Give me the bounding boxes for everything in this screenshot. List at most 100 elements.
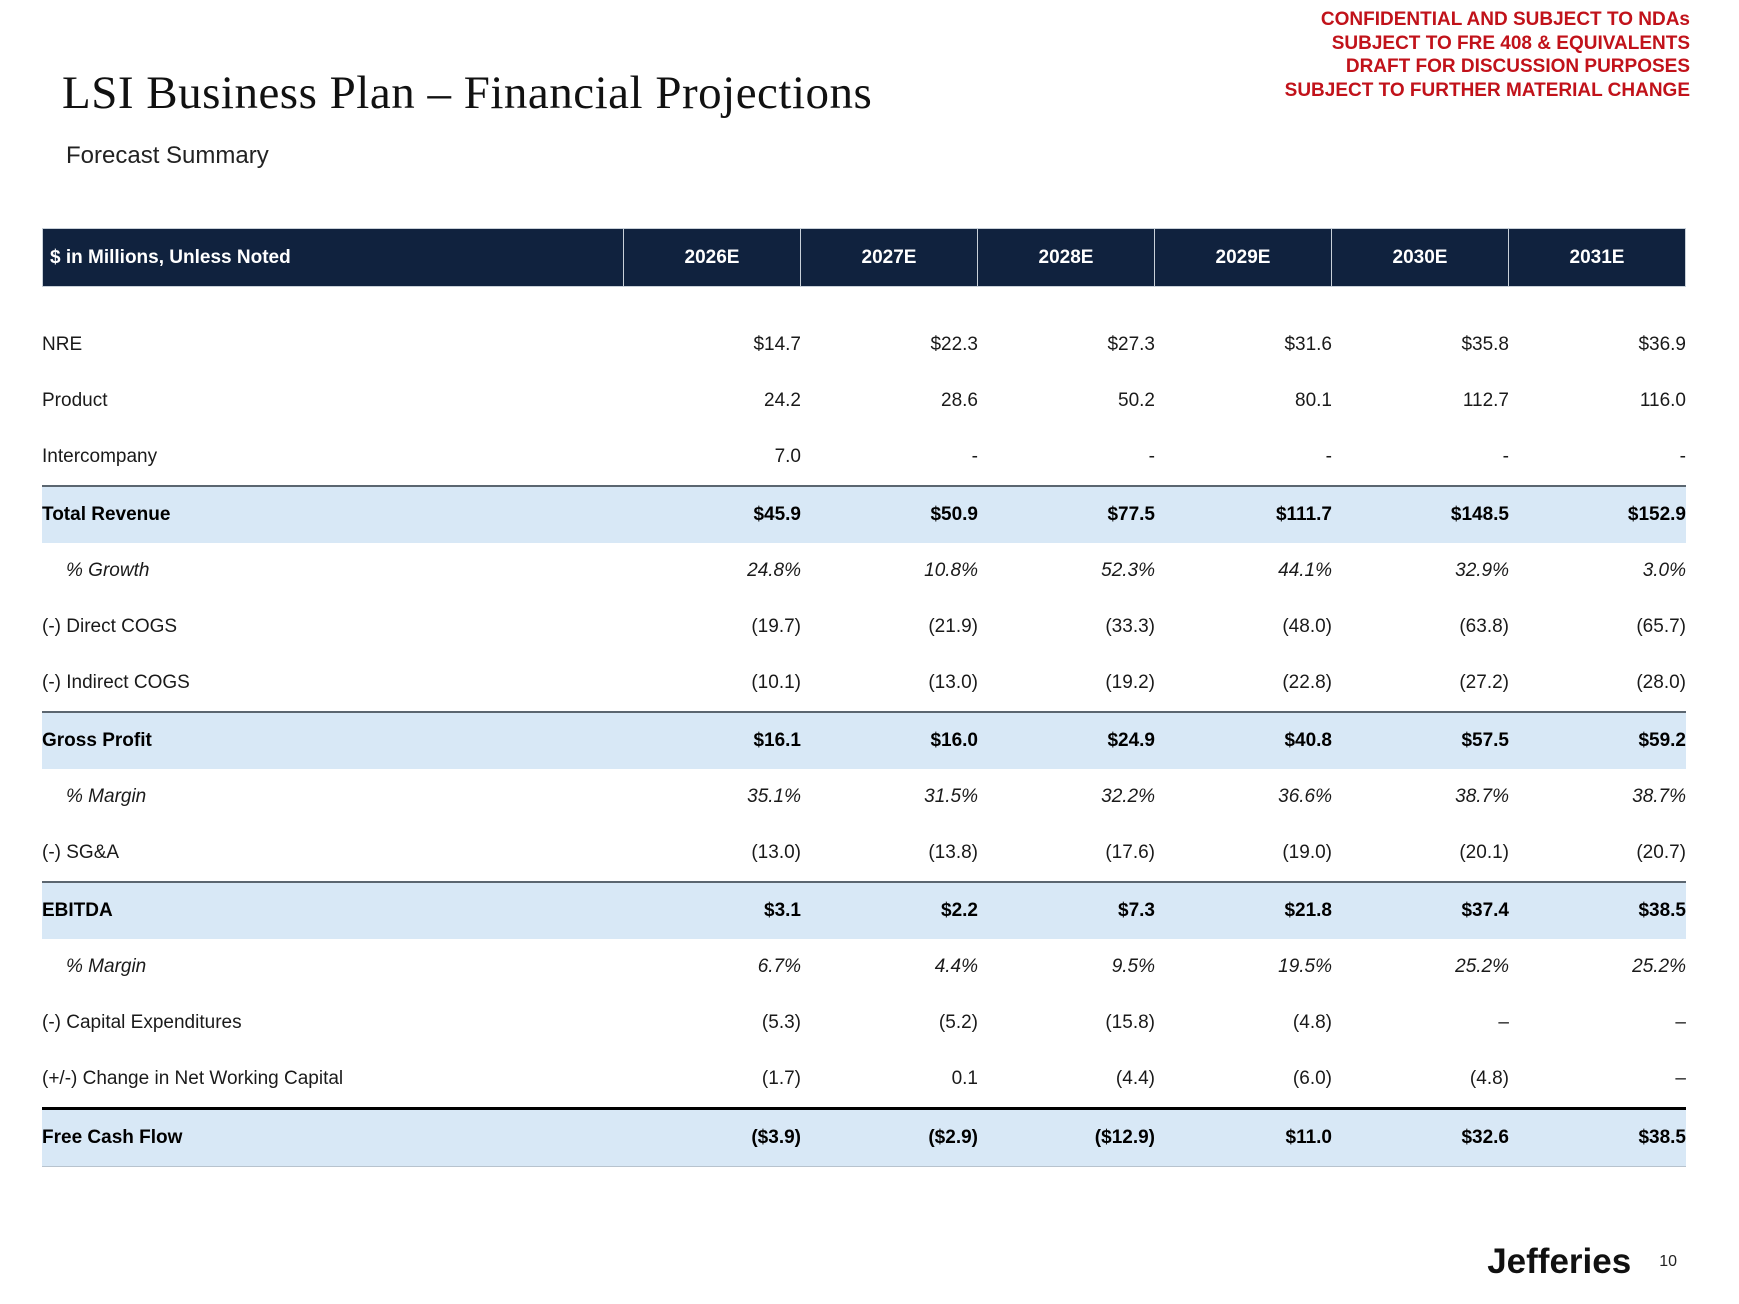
row-value: – (1675, 1012, 1686, 1033)
page-subtitle: Forecast Summary (66, 142, 269, 169)
table-row: Product 24.2 28.6 50.2 80.1 112.7 116.0 (42, 373, 1686, 429)
row-value: $16.1 (624, 711, 801, 769)
row-value: $27.3 (1107, 334, 1155, 355)
row-value: 19.5% (1278, 956, 1332, 977)
year-column-header: 2027E (801, 228, 978, 287)
header-row: $ in Millions, Unless Noted 2026E 2027E 20… (42, 228, 1686, 287)
row-value: 3.0% (1642, 560, 1686, 581)
row-value: 10.8% (924, 560, 978, 581)
year-column-header: 2030E (1332, 228, 1509, 287)
footer: Jefferies 10 (1487, 1242, 1677, 1282)
row-value: (19.0) (1282, 842, 1332, 863)
row-value: 9.5% (1111, 956, 1155, 977)
row-value: 4.4% (934, 956, 978, 977)
row-label: Product (42, 390, 108, 411)
disclaimer-line: DRAFT FOR DISCUSSION PURPOSES (1345, 56, 1690, 77)
row-value: (20.7) (1636, 842, 1686, 863)
row-value: 38.7% (1632, 786, 1686, 807)
row-value: 32.9% (1455, 560, 1509, 581)
table-row: (-) Indirect COGS (10.1) (13.0) (19.2) (22.8… (42, 655, 1686, 711)
row-value: 24.8% (747, 560, 801, 581)
table-row: EBITDA $3.1 $2.2 $7.3 $21.8 $37.4 $38.5 (42, 881, 1686, 939)
row-value: 80.1 (1295, 390, 1332, 411)
row-value: - (1679, 446, 1686, 467)
disclaimer-line: SUBJECT TO FRE 408 & EQUIVALENTS (1331, 32, 1690, 54)
row-value: (6.0) (1292, 1068, 1332, 1089)
row-value: 50.2 (1118, 390, 1155, 411)
forecast-table-header: $ in Millions, Unless Noted 2026E 2027E 20… (42, 228, 1686, 287)
row-value: $7.3 (978, 881, 1155, 939)
row-value: 44.1% (1278, 560, 1332, 581)
row-value: (1.7) (761, 1068, 801, 1089)
table-row: (-) Direct COGS (19.7) (21.9) (33.3) (48.0) (… (42, 599, 1686, 655)
row-value: $77.5 (978, 485, 1155, 543)
row-label: (-) Direct COGS (42, 616, 178, 637)
table-row: % Growth 24.8% 10.8% 52.3% 44.1% 32.9% 3.0% (42, 543, 1686, 599)
row-value: (22.8) (1282, 672, 1332, 693)
row-value: (19.7) (751, 616, 801, 637)
row-value: 0.1 (951, 1068, 978, 1089)
row-value: ($2.9) (801, 1107, 978, 1167)
table-row: Total Revenue $45.9 $50.9 $77.5 $111.7 $148.5… (42, 485, 1686, 543)
forecast-table-body: NRE $14.7 $22.3 $27.3 $31.6 $35.8 $36.9 Product… (42, 287, 1686, 1167)
table-row: Free Cash Flow ($3.9) ($2.9) ($12.9) $11.0 $3… (42, 1107, 1686, 1167)
row-value: $57.5 (1332, 711, 1509, 769)
row-value: (63.8) (1459, 616, 1509, 637)
year-column-header: 2028E (978, 228, 1155, 287)
table-row: NRE $14.7 $22.3 $27.3 $31.6 $35.8 $36.9 (42, 317, 1686, 373)
confidentiality-disclaimer: CONFIDENTIAL AND SUBJECT TO NDAs SUBJECT… (1285, 8, 1690, 102)
row-value: 25.2% (1632, 956, 1686, 977)
row-value: $148.5 (1332, 485, 1509, 543)
row-value: 38.7% (1455, 786, 1509, 807)
row-value: $22.3 (930, 334, 978, 355)
page-title: LSI Business Plan – Financial Projection… (62, 67, 873, 119)
row-value: 28.6 (941, 390, 978, 411)
row-value: - (1502, 446, 1509, 467)
row-value: $38.5 (1509, 881, 1686, 939)
row-value: (13.8) (928, 842, 978, 863)
row-value: (21.9) (928, 616, 978, 637)
table-row: % Margin 6.7% 4.4% 9.5% 19.5% 25.2% 25.2% (42, 939, 1686, 995)
row-value: ($12.9) (978, 1107, 1155, 1167)
row-label: % Growth (66, 560, 150, 581)
year-column-header: 2026E (624, 228, 801, 287)
row-value: $21.8 (1155, 881, 1332, 939)
row-label: NRE (42, 334, 83, 355)
row-label: Total Revenue (42, 485, 624, 543)
row-value: $31.6 (1284, 334, 1332, 355)
row-value: (10.1) (751, 672, 801, 693)
row-value: 32.2% (1101, 786, 1155, 807)
row-value: $152.9 (1509, 485, 1686, 543)
row-label: % Margin (66, 786, 147, 807)
row-label: Intercompany (42, 446, 158, 467)
row-value: – (1675, 1068, 1686, 1089)
row-value: – (1498, 1012, 1509, 1033)
row-value: $32.6 (1332, 1107, 1509, 1167)
row-value: $11.0 (1155, 1107, 1332, 1167)
row-value: $59.2 (1509, 711, 1686, 769)
row-value: $40.8 (1155, 711, 1332, 769)
disclaimer-line: SUBJECT TO FURTHER MATERIAL CHANGE (1284, 79, 1690, 101)
table-row: (-) SG&A (13.0) (13.8) (17.6) (19.0) (20.1) (2… (42, 825, 1686, 881)
row-label: (+/-) Change in Net Working Capital (42, 1068, 344, 1089)
row-value: (4.8) (1292, 1012, 1332, 1033)
row-value: $14.7 (753, 334, 801, 355)
spacer-row (42, 287, 1686, 317)
row-value: (65.7) (1636, 616, 1686, 637)
unit-label: $ in Millions, Unless Noted (42, 228, 624, 287)
row-label: (-) Capital Expenditures (42, 1012, 242, 1033)
table-row: % Margin 35.1% 31.5% 32.2% 36.6% 38.7% 38.7% (42, 769, 1686, 825)
row-value: $2.2 (801, 881, 978, 939)
row-value: 7.0 (774, 446, 801, 467)
row-value: $24.9 (978, 711, 1155, 769)
table-row: (+/-) Change in Net Working Capital (1.7)… (42, 1051, 1686, 1107)
row-value: 24.2 (764, 390, 801, 411)
row-value: (13.0) (928, 672, 978, 693)
year-column-header: 2029E (1155, 228, 1332, 287)
row-label: % Margin (66, 956, 147, 977)
row-label: Free Cash Flow (42, 1107, 624, 1167)
row-label: (-) Indirect COGS (42, 672, 190, 693)
row-value: $38.5 (1509, 1107, 1686, 1167)
row-value: $45.9 (624, 485, 801, 543)
